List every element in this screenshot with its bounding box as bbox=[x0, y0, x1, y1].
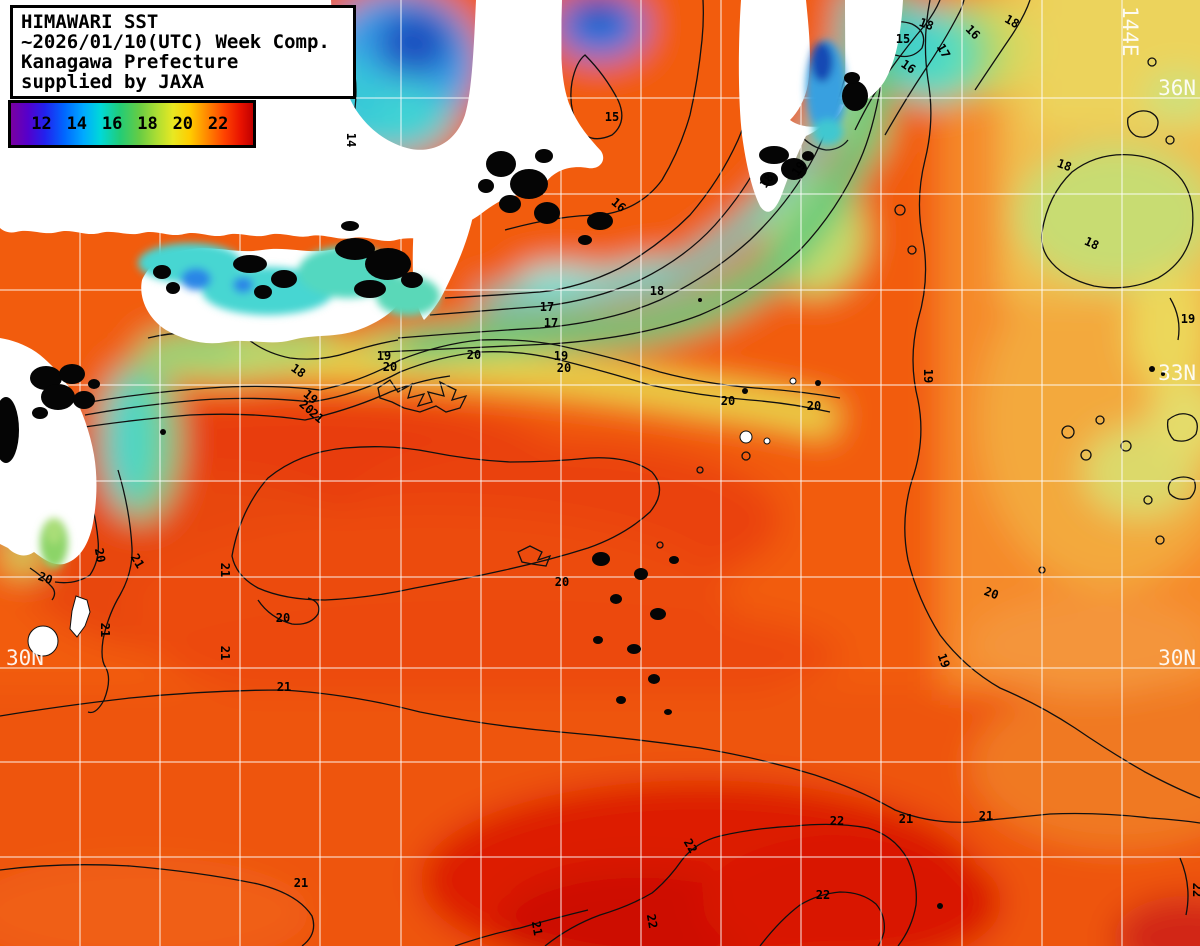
cloud-mask bbox=[0, 72, 1165, 909]
contour-label-15: 15 bbox=[896, 32, 910, 46]
geo-label-36N: 36N bbox=[1158, 76, 1196, 100]
contour-label-21: 21 bbox=[979, 809, 993, 823]
contour-labels: 1415161717181819181516171618181819191918… bbox=[36, 12, 1200, 937]
island-dot bbox=[789, 377, 797, 385]
contour-label-17: 17 bbox=[540, 300, 554, 314]
contour-label-20: 20 bbox=[276, 611, 290, 625]
contour-label-18: 18 bbox=[1055, 156, 1073, 174]
title-line-product: HIMAWARI SST bbox=[21, 11, 159, 33]
contour-label-22: 22 bbox=[644, 913, 660, 930]
contour-label-20: 20 bbox=[383, 360, 397, 374]
contour-label-15: 15 bbox=[605, 110, 619, 124]
contour-label-20: 20 bbox=[721, 394, 735, 408]
contour-label-22: 22 bbox=[681, 836, 700, 856]
contour-label-20: 20 bbox=[982, 584, 1000, 602]
colorbar-tick-22: 22 bbox=[207, 114, 229, 134]
contour-label-18: 18 bbox=[917, 15, 935, 33]
geo-label-30N: 30N bbox=[1158, 646, 1196, 670]
geo-label-30N: 30N bbox=[6, 646, 44, 670]
contour-label-20: 20 bbox=[467, 348, 481, 362]
contour-label-17: 17 bbox=[544, 316, 558, 330]
colorbar-tick-14: 14 bbox=[66, 114, 88, 134]
latitude-longitude-labels: 36N 33N 30N 30N 144E bbox=[6, 6, 1196, 670]
contour-label-21: 21 bbox=[277, 680, 291, 694]
contour-label-19: 19 bbox=[789, 159, 809, 179]
island-izu bbox=[739, 430, 753, 444]
contour-label-19: 19 bbox=[935, 651, 953, 669]
contour-label-21: 21 bbox=[294, 876, 308, 890]
contour-label-22: 22 bbox=[830, 814, 844, 828]
colorbar-tick-18: 18 bbox=[137, 114, 158, 134]
colorbar-tick-12: 12 bbox=[31, 114, 52, 134]
land-kii bbox=[412, 152, 476, 320]
contour-label-18: 18 bbox=[757, 171, 777, 191]
island-izu-small bbox=[763, 437, 771, 445]
contour-label-20: 20 bbox=[555, 575, 569, 589]
contour-label-18: 18 bbox=[1082, 234, 1101, 253]
title-line-date: ~2026/01/10(UTC) Week Comp. bbox=[21, 31, 330, 53]
colorbar-tick-16: 16 bbox=[101, 114, 123, 134]
contour-label-20: 20 bbox=[36, 569, 54, 587]
contour-label-16: 16 bbox=[898, 57, 918, 77]
contour-label-21: 21 bbox=[899, 812, 913, 826]
title-box: HIMAWARI SST ~2026/01/10(UTC) Week Comp.… bbox=[10, 5, 356, 99]
contour-label-19: 19 bbox=[554, 349, 568, 363]
contour-label-20: 20 bbox=[92, 547, 108, 564]
contour-label-14: 14 bbox=[344, 133, 358, 147]
contour-label-20: 20 bbox=[557, 361, 571, 375]
contour-label-21: 21 bbox=[218, 563, 232, 577]
colorbar-tick-20: 20 bbox=[172, 114, 194, 134]
island-tanegashima bbox=[69, 595, 91, 638]
title-line-source: supplied by JAXA bbox=[21, 71, 205, 93]
contour-label-21: 21 bbox=[218, 646, 232, 660]
title-line-region: Kanagawa Prefecture bbox=[21, 51, 239, 73]
contour-label-19: 19 bbox=[1181, 312, 1195, 326]
colorbar-gradient bbox=[11, 103, 253, 145]
contour-label-21: 21 bbox=[98, 623, 112, 637]
contour-label-21: 21 bbox=[128, 551, 147, 571]
geo-label-144E: 144E bbox=[1118, 6, 1142, 57]
contour-label-19: 19 bbox=[921, 369, 935, 383]
contour-label-18: 18 bbox=[650, 284, 664, 298]
contour-label-18: 18 bbox=[288, 361, 308, 381]
contour-label-18: 18 bbox=[1002, 12, 1022, 31]
island-yakushima bbox=[27, 625, 59, 657]
contour-label-17: 17 bbox=[934, 41, 953, 61]
contour-label-21: 21 bbox=[529, 920, 545, 937]
contour-label-19: 19 bbox=[377, 349, 391, 363]
geo-label-33N: 33N bbox=[1158, 361, 1196, 385]
contour-label-20: 20 bbox=[807, 399, 821, 413]
contour-label-22: 22 bbox=[1190, 883, 1200, 897]
contour-label-22: 22 bbox=[816, 888, 830, 902]
colorbar-legend: 12 14 16 18 20 22 bbox=[8, 100, 256, 148]
